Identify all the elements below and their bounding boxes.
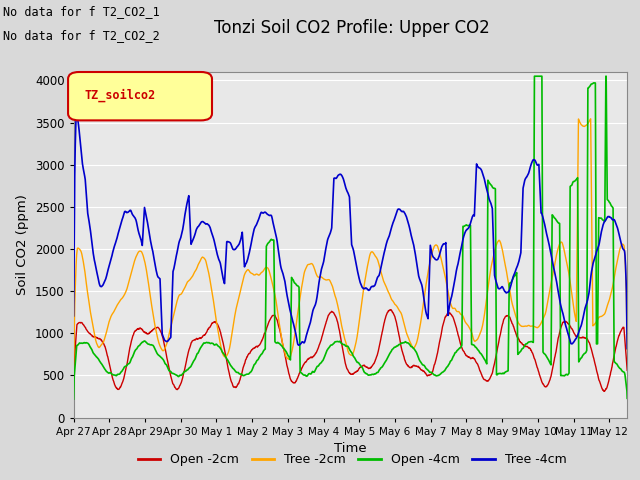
Text: Tonzi Soil CO2 Profile: Upper CO2: Tonzi Soil CO2 Profile: Upper CO2 <box>214 19 490 37</box>
Y-axis label: Soil CO2 (ppm): Soil CO2 (ppm) <box>17 194 29 295</box>
Legend: Open -2cm, Tree -2cm, Open -4cm, Tree -4cm: Open -2cm, Tree -2cm, Open -4cm, Tree -4… <box>132 448 572 471</box>
Text: TZ_soilco2: TZ_soilco2 <box>84 89 156 102</box>
Text: No data for f T2_CO2_1: No data for f T2_CO2_1 <box>3 5 160 18</box>
X-axis label: Time: Time <box>334 442 367 455</box>
FancyBboxPatch shape <box>68 72 212 120</box>
Text: No data for f T2_CO2_2: No data for f T2_CO2_2 <box>3 29 160 42</box>
